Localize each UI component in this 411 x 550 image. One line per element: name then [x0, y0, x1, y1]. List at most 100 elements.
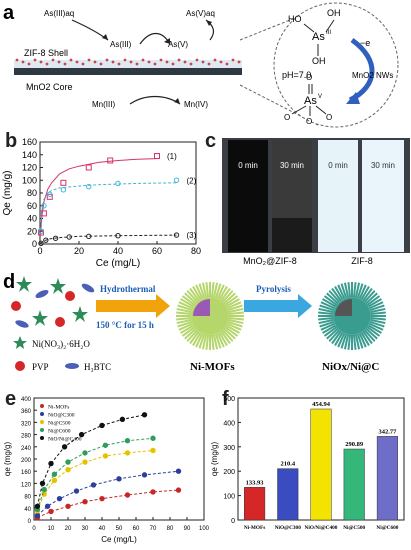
- x-axis-label: Ce (mg/L): [101, 535, 137, 544]
- data-point: [141, 412, 148, 418]
- data-point: [51, 471, 58, 477]
- data-point: [65, 459, 71, 465]
- y-tick-label: 200: [223, 469, 235, 476]
- y-tick-label: 120: [21, 482, 32, 488]
- y-tick-label: 160: [21, 470, 32, 476]
- legend-pvp-sphere: [15, 361, 25, 371]
- y-tick-label: 40: [24, 507, 31, 513]
- series-line: [36, 450, 154, 511]
- pvp-sphere: [55, 317, 65, 327]
- data-point: [107, 157, 114, 164]
- data-point: [60, 179, 67, 186]
- data-point: [150, 447, 156, 454]
- data-point: [175, 468, 182, 474]
- oxidation-arrow: [348, 37, 375, 103]
- shell-label: ZIF-8 Shell: [24, 48, 68, 58]
- vial-2-time: 30 min: [280, 161, 304, 170]
- pyrolysis-arrow: [244, 294, 312, 318]
- as3-aq-label: As(III)aq: [44, 9, 74, 18]
- y-axis-label: Qe (mg/g): [2, 170, 13, 215]
- y-tick-label: 360: [21, 409, 32, 415]
- data-point: [52, 235, 59, 241]
- data-point: [46, 193, 53, 200]
- x-tick-label: 60: [152, 246, 162, 256]
- as-iii-symbol: As: [312, 31, 325, 43]
- x-tick-label: 10: [48, 526, 55, 532]
- x-tick-label: Ni-MOFs: [244, 525, 265, 531]
- x-tick-label: Ni@C500: [343, 525, 365, 531]
- legend-marker: [40, 420, 44, 424]
- pvp-sphere: [11, 301, 21, 311]
- legend-marker: [40, 404, 44, 408]
- data-point: [48, 460, 54, 467]
- legend-marker: [40, 412, 44, 416]
- series-label: (1): [167, 152, 177, 161]
- y-tick-label: 100: [22, 175, 37, 185]
- as-v-sup: V: [318, 94, 322, 100]
- series-line: [37, 489, 179, 519]
- o-left: O: [284, 113, 290, 122]
- y-tick-label: 100: [223, 494, 235, 501]
- legend-ni-salt: Ni(NO₃)₂·6H₂O: [32, 339, 90, 349]
- x-tick-label: Ni@C600: [376, 525, 398, 531]
- data-point: [82, 450, 88, 456]
- zif8-shell-layer: [14, 60, 242, 68]
- data-point: [116, 476, 122, 482]
- data-point: [78, 431, 85, 438]
- niox-label: NiOx/Ni@C: [322, 361, 379, 373]
- as-iii-bonds: [303, 19, 335, 56]
- series-label: (3): [187, 231, 197, 240]
- data-point: [99, 495, 105, 502]
- data-point: [65, 503, 71, 509]
- x-tick-label: 100: [199, 526, 210, 532]
- legend-marker: [40, 428, 44, 432]
- data-point: [34, 503, 41, 509]
- bar: [310, 408, 332, 521]
- y-tick-label: 140: [22, 150, 37, 160]
- y-axis-label: qe (mg/g): [3, 442, 12, 477]
- data-point: [47, 191, 53, 197]
- as-v-bonds: [291, 84, 327, 116]
- x-tick-label: 20: [74, 246, 84, 256]
- data-point: [51, 477, 58, 484]
- data-point: [124, 438, 131, 444]
- panel-d: d Ni(NO₃)₂·6H₂O PVP H₃BTC Hydrothermal 1…: [3, 271, 386, 373]
- x-tick-label: 0: [32, 526, 36, 532]
- x-tick-label: 50: [116, 526, 123, 532]
- data-point: [43, 237, 49, 243]
- data-point: [34, 512, 41, 519]
- y-tick-label: 0: [231, 518, 235, 525]
- y-tick-label: 400: [21, 397, 32, 403]
- bar-value-label: 210.4: [280, 461, 295, 468]
- panel-a: a ZIF-8 Shell MnO2 Core As(III)aq As(V)a…: [3, 2, 399, 128]
- oh-right: OH: [327, 8, 341, 18]
- data-point: [141, 472, 148, 478]
- as-iii-sup: III: [326, 30, 331, 36]
- panel-a-label: a: [3, 2, 15, 24]
- ni-mof-sphere: [176, 282, 244, 350]
- ph-label: pH=7.0: [282, 70, 311, 80]
- y-tick-label: 400: [223, 420, 235, 427]
- electron-label: −e: [360, 38, 370, 48]
- bar-value-label: 454.94: [312, 401, 331, 408]
- data-point: [44, 503, 51, 509]
- as-v-symbol: As: [304, 95, 317, 107]
- y-tick-label: 120: [22, 163, 37, 173]
- data-point: [38, 228, 44, 234]
- data-point: [60, 187, 67, 193]
- panel-b-label: b: [5, 130, 18, 152]
- legend-label: NiO/Ni@C400: [48, 437, 82, 443]
- mn4-label: Mn(IV): [184, 100, 208, 109]
- data-point: [173, 232, 180, 238]
- x-tick-label: 80: [167, 526, 174, 532]
- bar: [244, 487, 266, 521]
- bar: [376, 436, 398, 521]
- chart-e: 0 10 20 30 40 50 60 70 80 90 100 0 40 80 120 160 200 240 2…: [3, 397, 210, 544]
- ni-salt-star: [16, 276, 32, 292]
- o-right: O: [326, 113, 332, 122]
- ni-salt-star: [50, 278, 66, 294]
- data-point: [90, 482, 97, 488]
- panel-d-label: d: [3, 271, 15, 293]
- x-tick-label: 40: [99, 526, 106, 532]
- data-point: [150, 489, 156, 495]
